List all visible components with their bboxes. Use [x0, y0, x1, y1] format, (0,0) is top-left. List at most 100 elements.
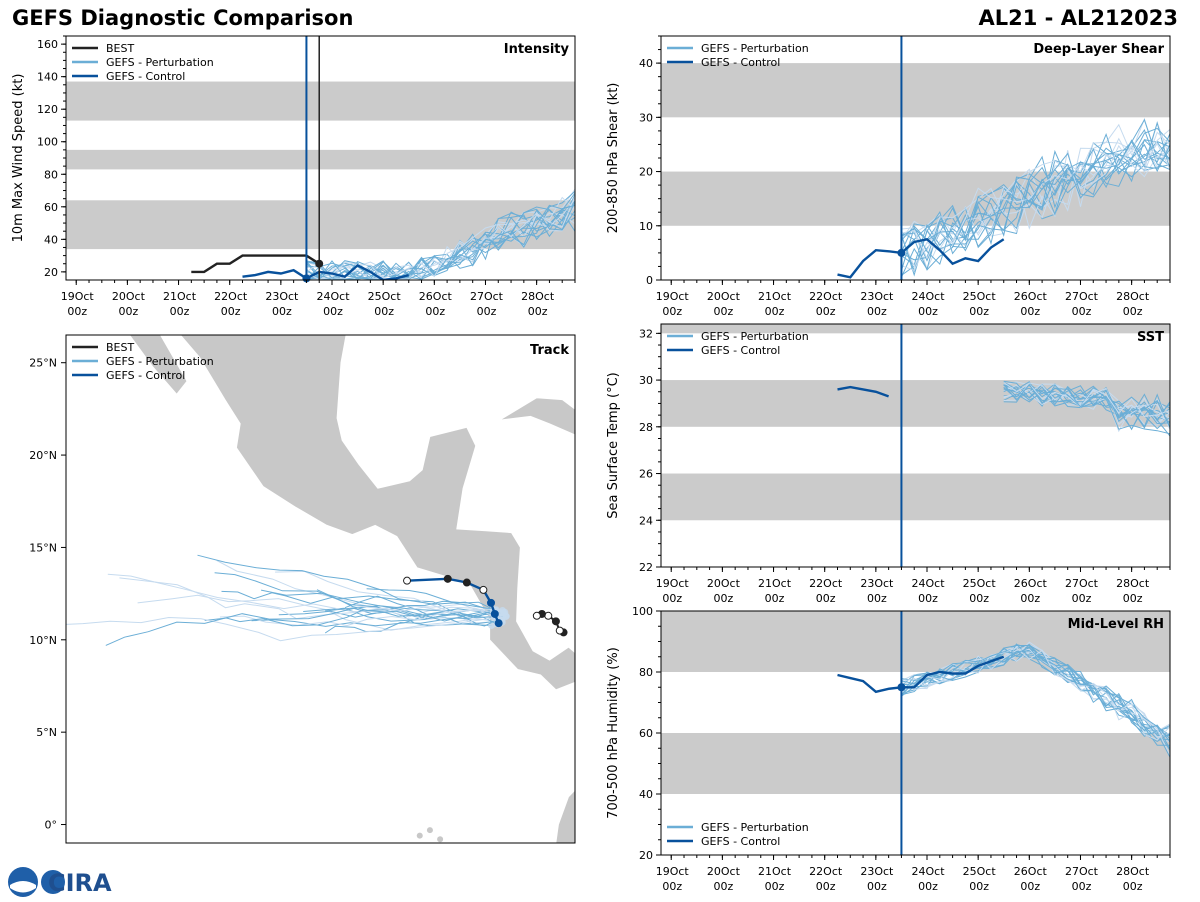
perturbation-track	[366, 588, 497, 611]
control-line	[837, 238, 1005, 279]
perturbation-track	[219, 609, 505, 627]
x-tick-sublabel: 00z	[67, 305, 87, 318]
x-tick-label: 21Oct	[163, 290, 197, 303]
x-tick-sublabel: 00z	[816, 880, 836, 893]
perturbation-line	[901, 133, 1170, 276]
land-galapagos	[426, 827, 433, 834]
land-south-america	[555, 649, 575, 843]
chart-rh: 20 40 60 80 100 19Oct 00z 20Oct 00z 21Oct 00z 22Oct…	[606, 605, 1171, 893]
y-tick-label: 60	[44, 201, 58, 214]
y-axis-label: 10m Max Wind Speed (kt)	[11, 74, 26, 243]
control-track-point	[487, 598, 496, 607]
x-tick-label: 22Oct	[809, 290, 843, 303]
y-axis-label: 200-850 hPa Shear (kt)	[606, 83, 621, 234]
perturbation-track	[66, 616, 495, 642]
perturbation-line	[901, 129, 1170, 253]
x-tick-label: 21Oct	[758, 865, 792, 878]
perturbation-track	[324, 612, 504, 634]
x-tick-sublabel: 00z	[918, 880, 938, 893]
y-tick-label: 24	[639, 514, 653, 527]
x-tick-sublabel: 00z	[323, 305, 343, 318]
legend-label-perturbation: GEFS - Perturbation	[701, 42, 809, 55]
x-tick-label: 20Oct	[707, 865, 741, 878]
y-tick-label: 30	[639, 111, 653, 124]
legend-label-perturbation: GEFS - Perturbation	[701, 330, 809, 343]
cira-logo: CIRA	[6, 866, 116, 902]
y-tick-label: 22	[639, 561, 653, 574]
perturbation-line	[1003, 384, 1170, 422]
best-marker	[315, 259, 324, 268]
x-tick-sublabel: 00z	[867, 592, 887, 605]
perturbation-line	[306, 195, 575, 280]
land-mexico-central-america	[66, 335, 575, 691]
x-tick-sublabel: 00z	[1020, 592, 1040, 605]
y-tick-label: 60	[639, 727, 653, 740]
x-tick-sublabel: 00z	[1072, 305, 1092, 318]
x-tick-sublabel: 00z	[662, 880, 682, 893]
plot-area	[837, 641, 1170, 758]
x-tick-sublabel: 00z	[918, 305, 938, 318]
x-tick-sublabel: 00z	[1020, 880, 1040, 893]
x-tick-label: 24Oct	[911, 865, 945, 878]
x-tick-label: 22Oct	[809, 865, 843, 878]
perturbation-line	[305, 209, 575, 280]
x-tick-sublabel: 00z	[662, 592, 682, 605]
perturbation-track	[105, 605, 494, 646]
x-tick-label: 27Oct	[1065, 577, 1099, 590]
x-tick-sublabel: 00z	[477, 305, 497, 318]
x-tick-label: 19Oct	[656, 577, 690, 590]
y-tick-label: 140	[37, 71, 58, 84]
x-tick-sublabel: 00z	[425, 305, 445, 318]
y-tick-label: 26	[639, 468, 653, 481]
panel-title: SST	[1137, 330, 1164, 345]
x-tick-label: 23Oct	[860, 290, 894, 303]
legend-label-control: GEFS - Control	[106, 70, 185, 83]
perturbation-line	[1003, 381, 1170, 418]
x-tick-sublabel: 00z	[713, 592, 733, 605]
control-line	[837, 655, 1005, 694]
legend-label-best: BEST	[106, 341, 134, 354]
x-tick-label: 28Oct	[1116, 577, 1150, 590]
x-tick-sublabel: 00z	[969, 305, 989, 318]
y-tick-label: 40	[44, 233, 58, 246]
x-tick-sublabel: 00z	[765, 305, 785, 318]
control-line	[242, 263, 410, 280]
perturbation-line	[1003, 382, 1170, 426]
panel-title: Intensity	[504, 42, 570, 57]
perturbation-track	[107, 573, 507, 618]
control-marker	[897, 248, 906, 257]
x-tick-sublabel: 00z	[170, 305, 190, 318]
x-tick-sublabel: 00z	[1072, 592, 1092, 605]
x-tick-label: 20Oct	[112, 290, 146, 303]
x-tick-sublabel: 00z	[867, 880, 887, 893]
x-tick-sublabel: 00z	[528, 305, 548, 318]
legend-label-best: BEST	[106, 42, 134, 55]
legend-label-control: GEFS - Control	[701, 344, 780, 357]
lat-tick-label: 15°N	[29, 541, 57, 554]
perturbation-line	[901, 644, 1170, 746]
land-cuba	[499, 397, 575, 436]
best-track-point	[551, 617, 560, 626]
control-track-point	[479, 585, 488, 594]
x-tick-sublabel: 00z	[662, 305, 682, 318]
control-track-point	[403, 576, 412, 585]
x-tick-label: 24Oct	[911, 577, 945, 590]
legend-label-control: GEFS - Control	[701, 56, 780, 69]
control-track-point	[490, 609, 499, 618]
y-tick-label: 80	[44, 168, 58, 181]
x-tick-sublabel: 00z	[1123, 305, 1143, 318]
perturbation-line	[1003, 386, 1170, 437]
x-tick-sublabel: 00z	[765, 592, 785, 605]
lat-tick-label: 20°N	[29, 449, 57, 462]
perturbation-line	[901, 654, 1170, 749]
y-tick-label: 28	[639, 421, 653, 434]
noaa-wave-icon	[10, 881, 36, 893]
lat-tick-label: 25°N	[29, 357, 57, 370]
x-tick-sublabel: 00z	[765, 880, 785, 893]
perturbation-track	[325, 607, 503, 618]
shaded-band	[661, 63, 1170, 118]
x-tick-label: 28Oct	[521, 290, 555, 303]
plot-area	[837, 380, 1170, 437]
shaded-band	[66, 149, 575, 170]
